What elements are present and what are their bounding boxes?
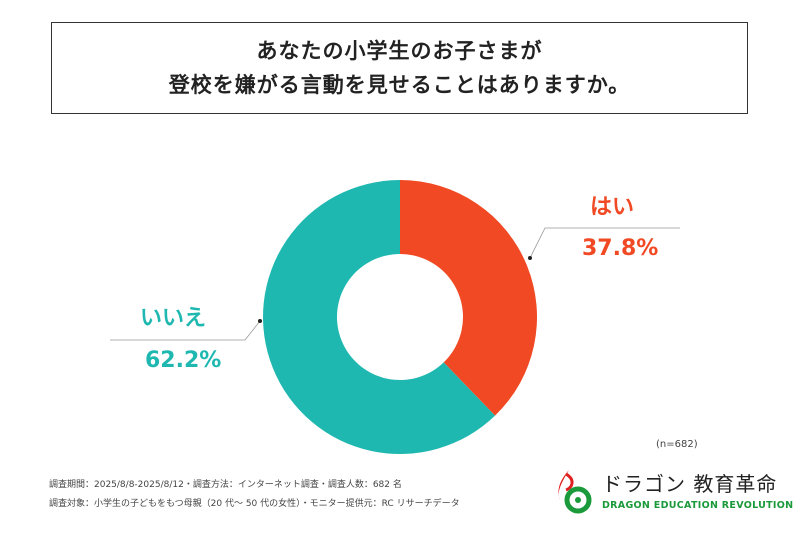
value-label-no: 62.2% <box>145 348 222 373</box>
category-label-yes: はい <box>590 195 635 220</box>
donut-slice-no <box>262 180 496 455</box>
leader-line-no <box>110 320 261 341</box>
leader-line-yes <box>529 227 680 259</box>
sample-size: (n=682) <box>656 439 698 450</box>
footer-survey-target: 調査対象：小学生の子どもをもつ母親（20 代～ 50 代の女性）・モニター提供元… <box>49 499 460 509</box>
title-line-1: あなたの小学生のお子さまが <box>256 39 543 63</box>
category-label-no: いいえ <box>140 306 207 331</box>
title-box: あなたの小学生のお子さまが 登校を嫌がる言動を見せることはありますか。 <box>51 22 748 114</box>
donut-slice-yes <box>400 180 537 416</box>
logo-text-jp: ドラゴン 教育革命 <box>602 472 778 496</box>
title-line-2: 登校を嫌がる言動を見せることはありますか。 <box>168 73 631 97</box>
footer-survey-period: 調査期間：2025/8/8-2025/8/12・調査方法：インターネット調査・調… <box>49 480 402 490</box>
logo-text-en: DRAGON EDUCATION REVOLUTION <box>602 500 794 511</box>
leader-dot-yes <box>528 256 532 260</box>
value-label-yes: 37.8% <box>582 236 659 261</box>
leader-dot-no <box>258 319 262 323</box>
